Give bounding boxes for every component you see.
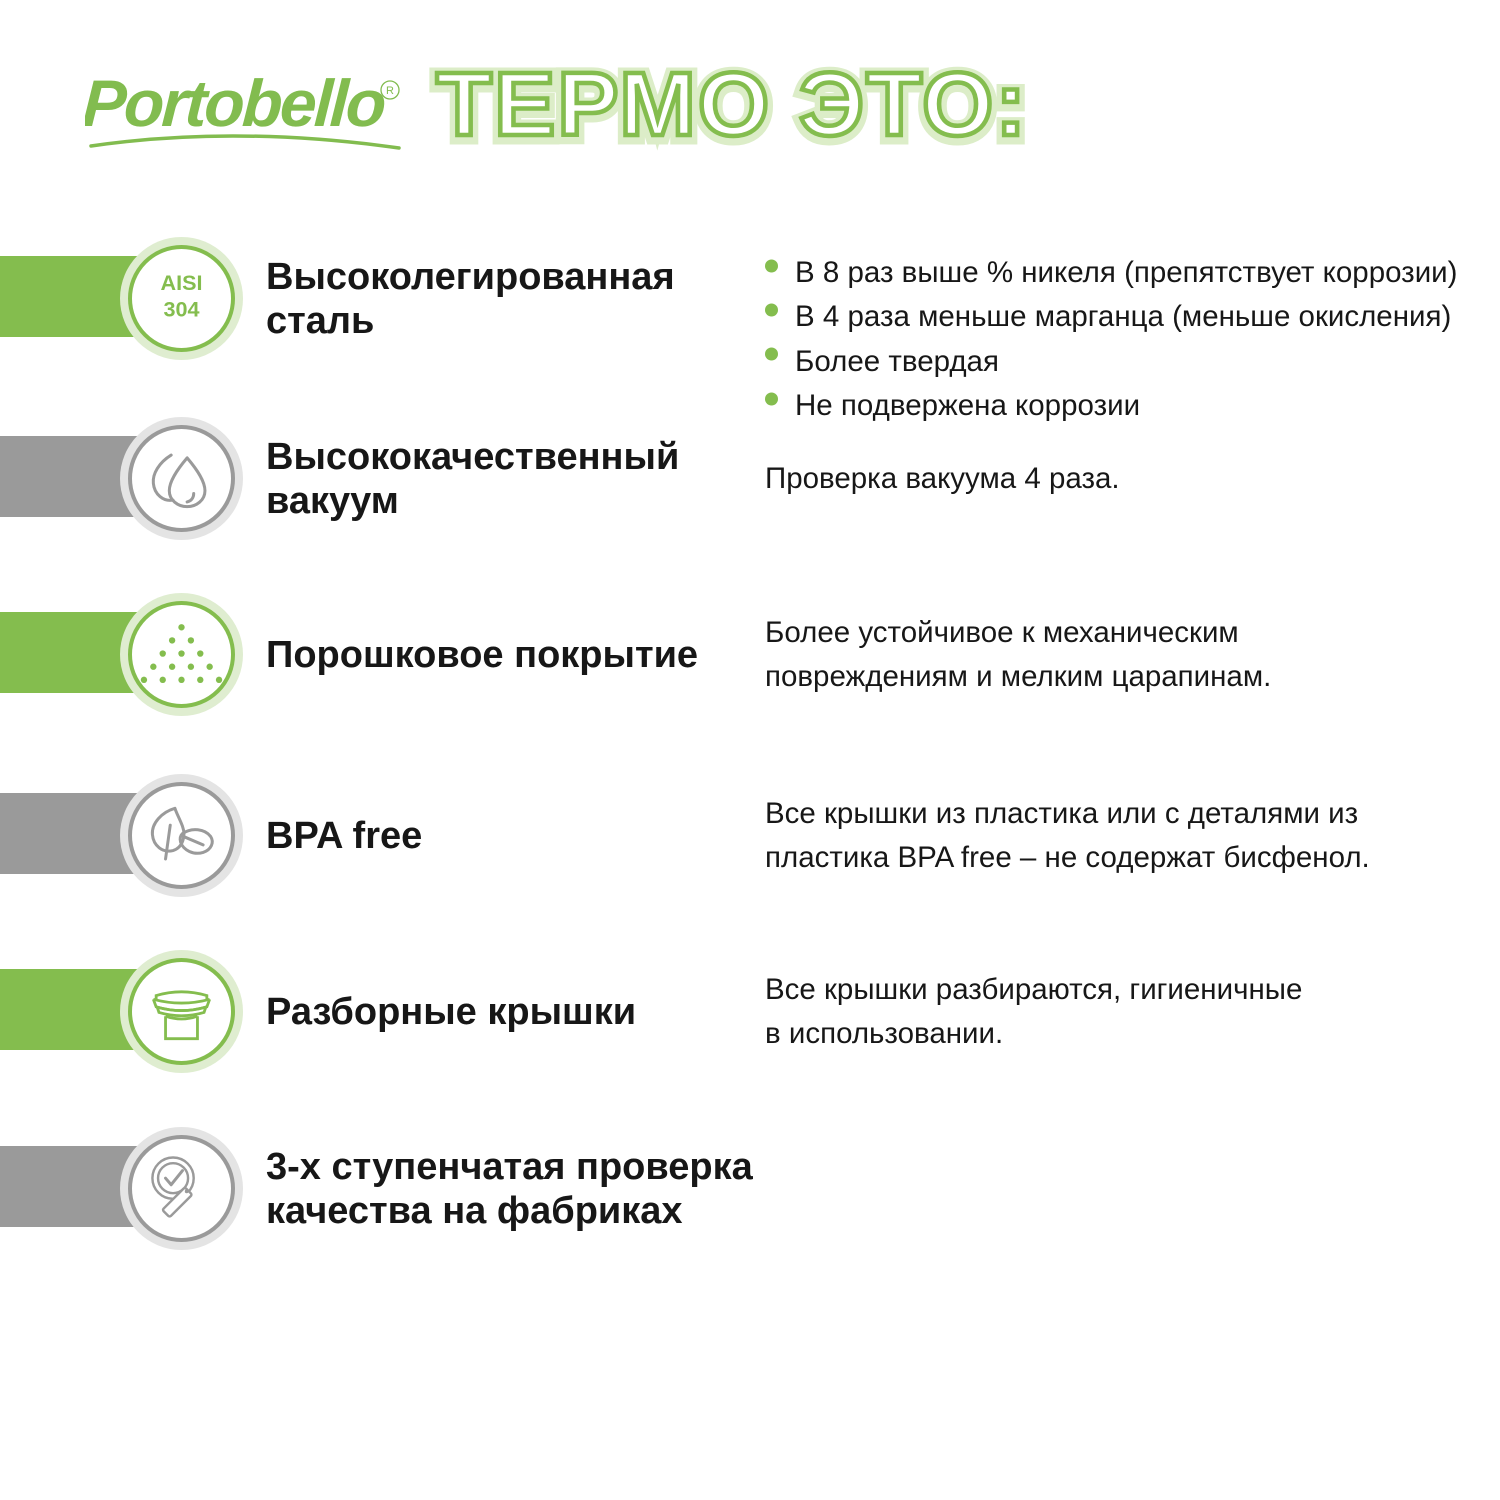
svg-text:R: R xyxy=(386,85,394,97)
svg-text:304: 304 xyxy=(163,296,199,321)
svg-text:AISI: AISI xyxy=(161,270,203,295)
svg-text:Portobello: Portobello xyxy=(85,66,387,140)
svg-text:ТЕРМО ЭТО:: ТЕРМО ЭТО: xyxy=(436,55,1028,155)
